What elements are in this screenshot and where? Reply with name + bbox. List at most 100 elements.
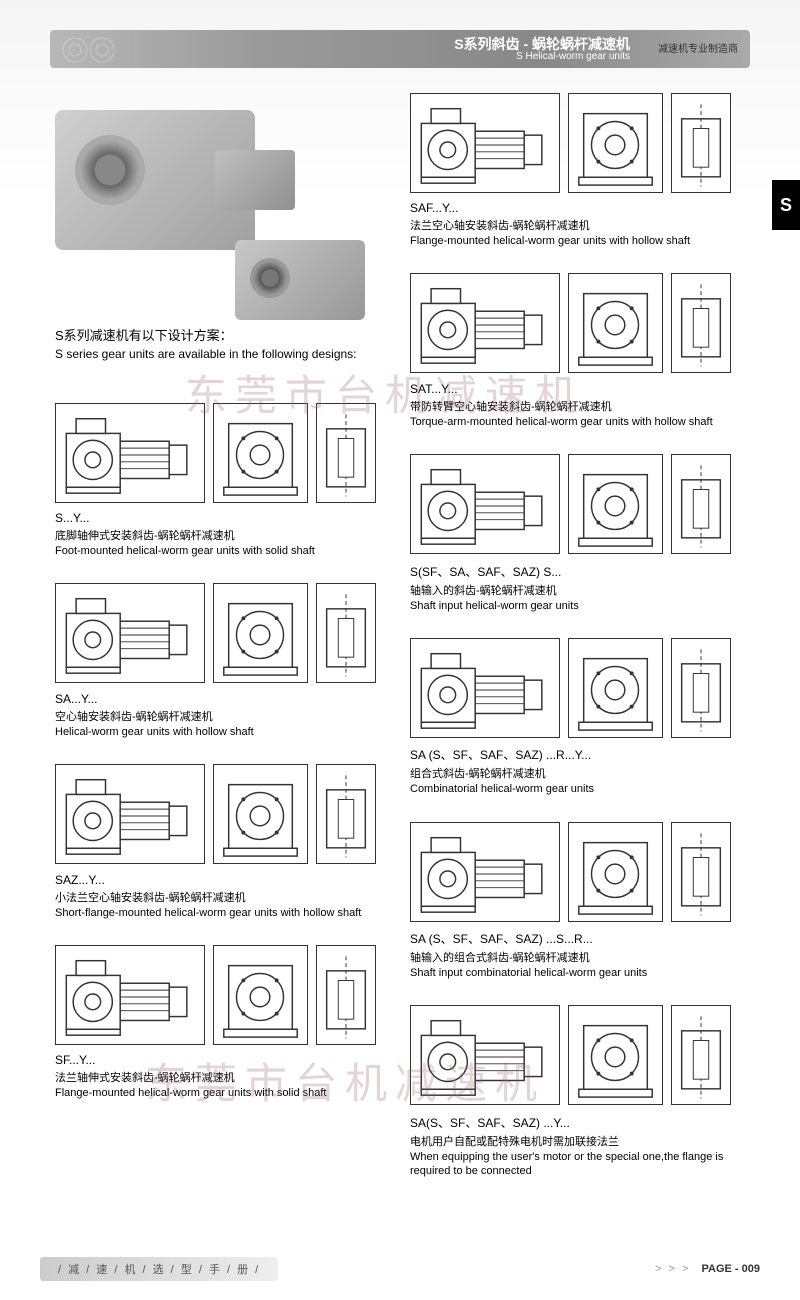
product-photo-area [55, 110, 375, 310]
item-code: SA...Y... [55, 692, 385, 706]
diagram-main [410, 273, 560, 373]
diagram-end [316, 945, 376, 1045]
footer-page-number: PAGE - 009 [702, 1263, 761, 1275]
item-code: S(SF、SA、SAF、SAZ) S... [410, 563, 745, 580]
product-item: S...Y... 底脚轴伸式安装斜齿-蜗轮蜗杆减速机 Foot-mounted he… [55, 400, 385, 559]
diagram-main [55, 583, 205, 683]
diagram-side [213, 403, 308, 503]
diagram-side [213, 764, 308, 864]
diagram-main [410, 1005, 560, 1105]
diagram-side [568, 454, 663, 554]
product-item: SAT...Y... 带防转臂空心轴安装斜齿-蜗轮蜗杆减速机 Torque-arm-… [410, 271, 745, 430]
item-desc-en: Flange-mounted helical-worm gear units w… [55, 1087, 385, 1101]
diagram-main [55, 945, 205, 1045]
product-item: S(SF、SA、SAF、SAZ) S... 轴输入的斜齿-蜗轮蜗杆减速机 Shaft… [410, 452, 745, 614]
diagram-side [568, 638, 663, 738]
diagram-side [213, 583, 308, 683]
item-desc-cn: 带防转臂空心轴安装斜齿-蜗轮蜗杆减速机 [410, 398, 745, 414]
page-footer: / 减 / 速 / 机 / 选 / 型 / 手 / 册 / > > > PAGE… [40, 1256, 760, 1282]
header-bar: S系列斜齿 - 蜗轮蜗杆减速机 S Helical-worm gear unit… [50, 30, 750, 68]
intro-text: S系列减速机有以下设计方案： S series gear units are a… [55, 325, 375, 363]
item-desc-cn: 底脚轴伸式安装斜齿-蜗轮蜗杆减速机 [55, 527, 385, 543]
diagram-main [55, 764, 205, 864]
item-code: SAT...Y... [410, 382, 745, 396]
item-diagrams [55, 400, 385, 505]
product-item: SAF...Y... 法兰空心轴安装斜齿-蜗轮蜗杆减速机 Flange-mounte… [410, 90, 745, 249]
footer-arrows-icon: > > > [655, 1263, 690, 1275]
diagram-main [410, 822, 560, 922]
diagram-end [671, 638, 731, 738]
item-desc-en: Combinatorial helical-worm gear units [410, 783, 745, 797]
header-title-cn: S系列斜齿 - 蜗轮蜗杆减速机 [454, 36, 630, 52]
item-code: SA (S、SF、SAF、SAZ) ...S...R... [410, 930, 745, 947]
item-code: SA (S、SF、SAF、SAZ) ...R...Y... [410, 746, 745, 763]
item-diagrams [410, 819, 745, 924]
item-diagrams [410, 1003, 745, 1108]
diagram-main [410, 93, 560, 193]
item-desc-cn: 小法兰空心轴安装斜齿-蜗轮蜗杆减速机 [55, 889, 385, 905]
diagram-side [213, 945, 308, 1045]
product-item: SF...Y... 法兰轴伸式安装斜齿-蜗轮蜗杆减速机 Flange-mounted… [55, 942, 385, 1101]
item-desc-en: Helical-worm gear units with hollow shaf… [55, 726, 385, 740]
item-desc-en: Flange-mounted helical-worm gear units w… [410, 235, 745, 249]
intro-cn: S系列减速机有以下设计方案： [55, 325, 375, 344]
diagram-end [316, 583, 376, 683]
product-item: SAZ...Y... 小法兰空心轴安装斜齿-蜗轮蜗杆减速机 Short-flange… [55, 762, 385, 921]
product-item: SA(S、SF、SAF、SAZ) ...Y...电机用户自配或配特殊电机时需加联… [410, 1003, 745, 1179]
item-code: SAZ...Y... [55, 873, 385, 887]
item-diagrams [55, 942, 385, 1047]
side-tab-s: S [772, 180, 800, 230]
item-code: SAF...Y... [410, 201, 745, 215]
header-subtitle: 减速机专业制造商 [658, 40, 738, 55]
diagram-end [316, 764, 376, 864]
diagram-end [671, 822, 731, 922]
item-desc-en: Shaft input combinatorial helical-worm g… [410, 967, 745, 981]
item-diagrams [55, 581, 385, 686]
diagram-side [568, 273, 663, 373]
item-code: SA(S、SF、SAF、SAZ) ...Y... [410, 1114, 745, 1131]
product-photo-large [55, 110, 255, 250]
diagram-end [316, 403, 376, 503]
diagram-end [671, 273, 731, 373]
header-title-block: S系列斜齿 - 蜗轮蜗杆减速机 S Helical-worm gear unit… [454, 36, 630, 63]
diagram-main [410, 638, 560, 738]
product-item: SA...Y... 空心轴安装斜齿-蜗轮蜗杆减速机 Helical-worm gea… [55, 581, 385, 740]
item-diagrams [55, 762, 385, 867]
item-desc-cn: 轴输入的组合式斜齿-蜗轮蜗杆减速机 [410, 949, 745, 965]
item-desc-en: Foot-mounted helical-worm gear units wit… [55, 545, 385, 559]
item-desc-en: When equipping the user's motor or the s… [410, 1151, 745, 1179]
diagram-end [671, 454, 731, 554]
item-desc-cn: 法兰空心轴安装斜齿-蜗轮蜗杆减速机 [410, 217, 745, 233]
intro-en: S series gear units are available in the… [55, 347, 375, 363]
item-desc-cn: 组合式斜齿-蜗轮蜗杆减速机 [410, 765, 745, 781]
item-desc-en: Short-flange-mounted helical-worm gear u… [55, 907, 385, 921]
product-item: SA (S、SF、SAF、SAZ) ...R...Y... 组合式斜齿-蜗轮蜗杆减… [410, 635, 745, 797]
item-desc-en: Torque-arm-mounted helical-worm gear uni… [410, 416, 745, 430]
product-photo-small [235, 240, 365, 320]
item-code: S...Y... [55, 511, 385, 525]
item-code: SF...Y... [55, 1053, 385, 1067]
diagram-main [410, 454, 560, 554]
left-column: S...Y... 底脚轴伸式安装斜齿-蜗轮蜗杆减速机 Foot-mounted he… [55, 400, 385, 1123]
diagram-end [671, 1005, 731, 1105]
item-desc-en: Shaft input helical-worm gear units [410, 600, 745, 614]
diagram-side [568, 822, 663, 922]
item-diagrams [410, 635, 745, 740]
header-title-en: S Helical-worm gear units [454, 51, 630, 62]
item-diagrams [410, 271, 745, 376]
content-area: S系列减速机有以下设计方案： S series gear units are a… [55, 90, 745, 1240]
item-diagrams [410, 90, 745, 195]
item-desc-cn: 空心轴安装斜齿-蜗轮蜗杆减速机 [55, 708, 385, 724]
diagram-end [671, 93, 731, 193]
footer-manual-label: / 减 / 速 / 机 / 选 / 型 / 手 / 册 / [40, 1257, 278, 1281]
gear-decoration-icon [60, 35, 180, 65]
item-diagrams [410, 452, 745, 557]
diagram-side [568, 93, 663, 193]
right-column: SAF...Y... 法兰空心轴安装斜齿-蜗轮蜗杆减速机 Flange-mounte… [410, 90, 745, 1200]
diagram-main [55, 403, 205, 503]
footer-page: > > > PAGE - 009 [655, 1263, 760, 1275]
diagram-side [568, 1005, 663, 1105]
item-desc-cn: 轴输入的斜齿-蜗轮蜗杆减速机 [410, 582, 745, 598]
product-item: SA (S、SF、SAF、SAZ) ...S...R... 轴输入的组合式斜齿-蜗… [410, 819, 745, 981]
item-desc-cn: 法兰轴伸式安装斜齿-蜗轮蜗杆减速机 [55, 1069, 385, 1085]
